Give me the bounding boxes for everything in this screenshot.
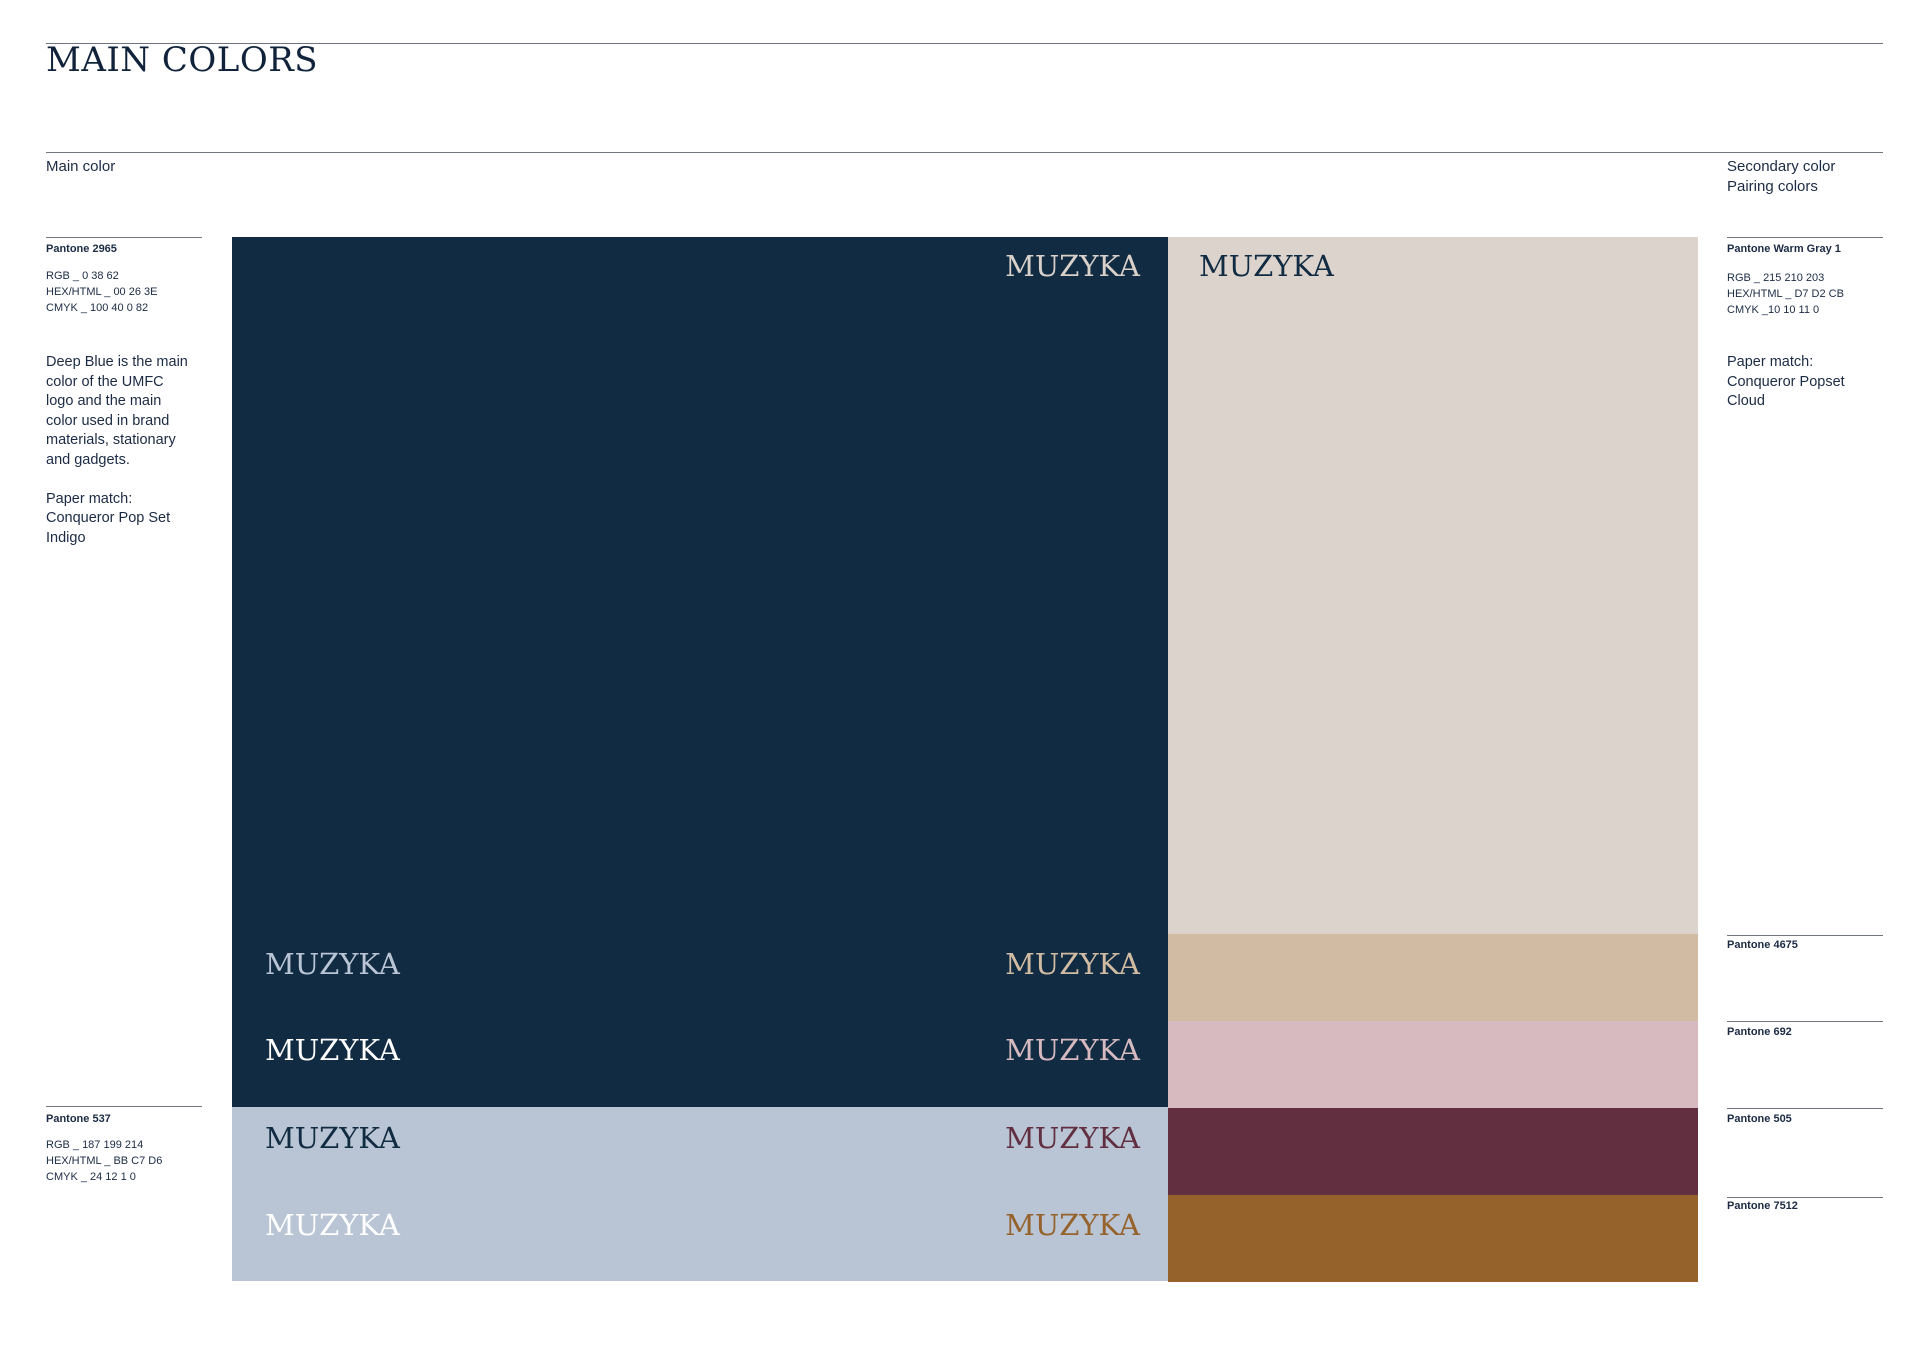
muzyka-on-blue-white: MUZYKA (265, 1033, 400, 1067)
light-blue-swatch (232, 1107, 1168, 1281)
pairing-pantone-3: Pantone 505 (1727, 1113, 1792, 1125)
pairing-colors-label: Pairing colors (1727, 178, 1818, 195)
pairing-pantone-4: Pantone 7512 (1727, 1200, 1798, 1212)
pairing-pantone-2: Pantone 692 (1727, 1026, 1792, 1038)
main-specs: RGB _ 0 38 62 HEX/HTML _ 00 26 3E CMYK _… (46, 268, 157, 316)
warm-gray-swatch (1168, 237, 1698, 934)
header-rule (46, 152, 1883, 153)
secondary-cmyk: CMYK _ 24 12 1 0 (46, 1171, 136, 1183)
main-hex: HEX/HTML _ 00 26 3E (46, 286, 158, 298)
main-cmyk: CMYK _ 100 40 0 82 (46, 302, 149, 314)
tan-swatch (1168, 934, 1698, 1021)
deep-blue-swatch (232, 237, 1168, 1107)
pairing-pantone-1: Pantone 4675 (1727, 939, 1798, 951)
pink-swatch (1168, 1021, 1698, 1108)
pairing-rule-2 (1727, 1021, 1883, 1022)
muzyka-on-blue-warmgray: MUZYKA (1005, 249, 1140, 283)
main-description: Deep Blue is the main color of the UMFC … (46, 354, 188, 546)
main-pantone-rule (46, 237, 202, 238)
warmgray-specs: RGB _ 215 210 203 HEX/HTML _ D7 D2 CB CM… (1727, 270, 1844, 318)
wine-swatch (1168, 1108, 1698, 1195)
warmgray-hex: HEX/HTML _ D7 D2 CB (1727, 288, 1844, 300)
warmgray-cmyk: CMYK _10 10 11 0 (1727, 304, 1820, 316)
page-title: MAIN COLORS (46, 40, 319, 80)
top-rule (46, 43, 1883, 44)
muzyka-on-lightblue-wine: MUZYKA (1005, 1121, 1140, 1155)
muzyka-on-lightblue-white: MUZYKA (265, 1208, 400, 1242)
secondary-specs: RGB _ 187 199 214 HEX/HTML _ BB C7 D6 CM… (46, 1137, 162, 1185)
main-pantone: Pantone 2965 (46, 243, 117, 255)
pairing-rule-4 (1727, 1197, 1883, 1198)
main-color-label: Main color (46, 158, 116, 175)
muzyka-on-lightblue-blue: MUZYKA (265, 1121, 400, 1155)
pairing-rule-3 (1727, 1108, 1883, 1109)
secondary-pantone: Pantone 537 (46, 1113, 111, 1125)
secondary-color-label: Secondary color (1727, 158, 1836, 175)
muzyka-on-blue-paleblue: MUZYKA (265, 947, 400, 981)
muzyka-on-lightblue-ochre: MUZYKA (1005, 1208, 1140, 1242)
warmgray-pantone: Pantone Warm Gray 1 (1727, 243, 1841, 255)
muzyka-on-blue-pink: MUZYKA (1005, 1033, 1140, 1067)
secondary-hex: HEX/HTML _ BB C7 D6 (46, 1155, 163, 1167)
warmgray-rgb: RGB _ 215 210 203 (1727, 272, 1825, 284)
pairing-rule-1 (1727, 935, 1883, 936)
muzyka-on-blue-tan: MUZYKA (1005, 947, 1140, 981)
warmgray-pantone-rule (1727, 237, 1883, 238)
secondary-pantone-rule (46, 1106, 202, 1107)
muzyka-on-warmgray-blue: MUZYKA (1199, 249, 1334, 283)
main-rgb: RGB _ 0 38 62 (46, 270, 119, 282)
warmgray-description: Paper match: Conqueror Popset Cloud (1727, 354, 1845, 409)
ochre-swatch (1168, 1195, 1698, 1282)
secondary-rgb: RGB _ 187 199 214 (46, 1139, 144, 1151)
